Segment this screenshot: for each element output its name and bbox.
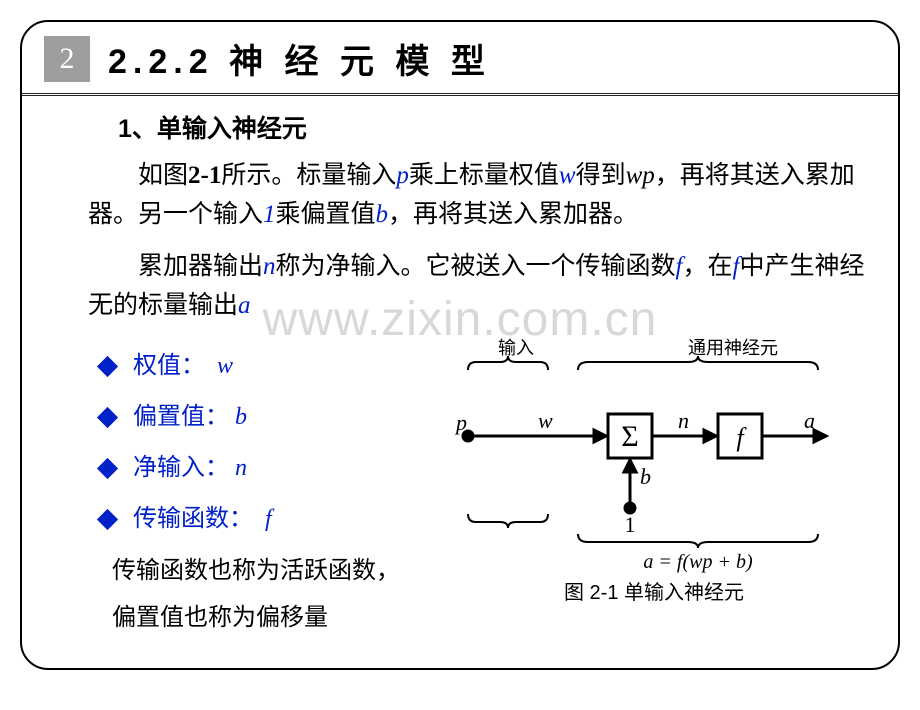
sym-n: n xyxy=(263,253,276,280)
figure-caption: 图 2-1 单输入神经元 xyxy=(438,578,870,609)
bullet-2-sym: n xyxy=(235,450,247,487)
slide-content: 1、单输入神经元 如图2-1所示。标量输入p乘上标量权值w得到wp，再将其送入累… xyxy=(22,96,898,647)
p1-t4: 得到 xyxy=(576,162,626,189)
bullet-3-sym: f xyxy=(265,501,272,538)
p1-t6: 乘偏置值 xyxy=(276,201,376,228)
subhead-number: 1 xyxy=(118,115,132,143)
fig-one: 1 xyxy=(625,512,636,537)
bullet-2-label: 净输入： xyxy=(133,450,229,487)
figure-wrap: 输入 通用神经元 Σ xyxy=(430,336,870,609)
lower-row: 权值： w 偏置值： b 净输入： n 传输函数： f 传输函数也称为活跃函数，… xyxy=(88,340,870,647)
p2-t1: 累加器输出 xyxy=(138,253,263,280)
neuron-diagram: 输入 通用神经元 Σ xyxy=(438,336,848,576)
slide-frame: www.zixin.com.cn 2 2.2.2 神 经 元 模 型 1、单输入… xyxy=(20,20,900,670)
bullet-3-label: 传输函数： xyxy=(133,501,253,538)
p1-t3: 乘上标量权值 xyxy=(409,162,559,189)
diamond-icon xyxy=(97,509,118,530)
subhead-text: 、单输入神经元 xyxy=(132,115,307,143)
fig-n: n xyxy=(678,408,689,433)
sym-one: 1 xyxy=(263,201,276,228)
fig-equation: a = f(wp + b) xyxy=(643,551,753,573)
fig-label-neuron: 通用神经元 xyxy=(688,338,778,358)
bullet-transfer: 传输函数： f xyxy=(100,501,430,538)
p1-t1: 如图 xyxy=(138,162,188,189)
sym-w: w xyxy=(559,162,576,189)
slide-header: 2 2.2.2 神 经 元 模 型 xyxy=(22,22,898,96)
bullet-net: 净输入： n xyxy=(100,450,430,487)
sym-a: a xyxy=(238,292,251,319)
sigma-symbol: Σ xyxy=(621,420,638,453)
fig-a: a xyxy=(804,408,815,433)
chapter-number-box: 2 xyxy=(44,36,90,82)
fig-label-input: 输入 xyxy=(498,338,534,358)
fig-p: p xyxy=(454,410,467,435)
section-title: 2.2.2 神 经 元 模 型 xyxy=(108,34,491,83)
sym-p: p xyxy=(396,162,409,189)
bullet-weight: 权值： w xyxy=(100,348,430,385)
bullet-1-sym: b xyxy=(235,399,247,436)
bullet-0-label: 权值： xyxy=(133,348,205,385)
p2-t2: 称为净输入。它被送入一个传输函数 xyxy=(276,253,676,280)
diamond-icon xyxy=(97,458,118,479)
diamond-icon xyxy=(97,356,118,377)
p1-fig-ref: 2-1 xyxy=(188,162,221,189)
p1-t7: ，再将其送入累加器。 xyxy=(388,201,638,228)
paragraph-2: 累加器输出n称为净输入。它被送入一个传输函数f，在f中产生神经无的标量输出a xyxy=(88,248,870,326)
bullet-1-label: 偏置值： xyxy=(133,399,229,436)
bullet-0-sym: w xyxy=(217,348,233,385)
diamond-icon xyxy=(97,407,118,428)
subheading: 1、单输入神经元 xyxy=(88,110,870,149)
paragraph-1: 如图2-1所示。标量输入p乘上标量权值w得到wp，再将其送入累加器。另一个输入1… xyxy=(88,157,870,235)
sym-wp: wp xyxy=(626,162,655,189)
fig-w: w xyxy=(538,408,553,433)
bullet-bias: 偏置值： b xyxy=(100,399,430,436)
sym-b: b xyxy=(376,201,389,228)
fig-b: b xyxy=(640,464,651,489)
p1-t2: 所示。标量输入 xyxy=(221,162,396,189)
bullet-list: 权值： w 偏置值： b 净输入： n 传输函数： f 传输函数也称为活跃函数，… xyxy=(88,340,430,647)
p2-t3: ，在 xyxy=(682,253,732,280)
note-2: 偏置值也称为偏移量 xyxy=(112,600,430,637)
note-1: 传输函数也称为活跃函数， xyxy=(112,553,430,590)
